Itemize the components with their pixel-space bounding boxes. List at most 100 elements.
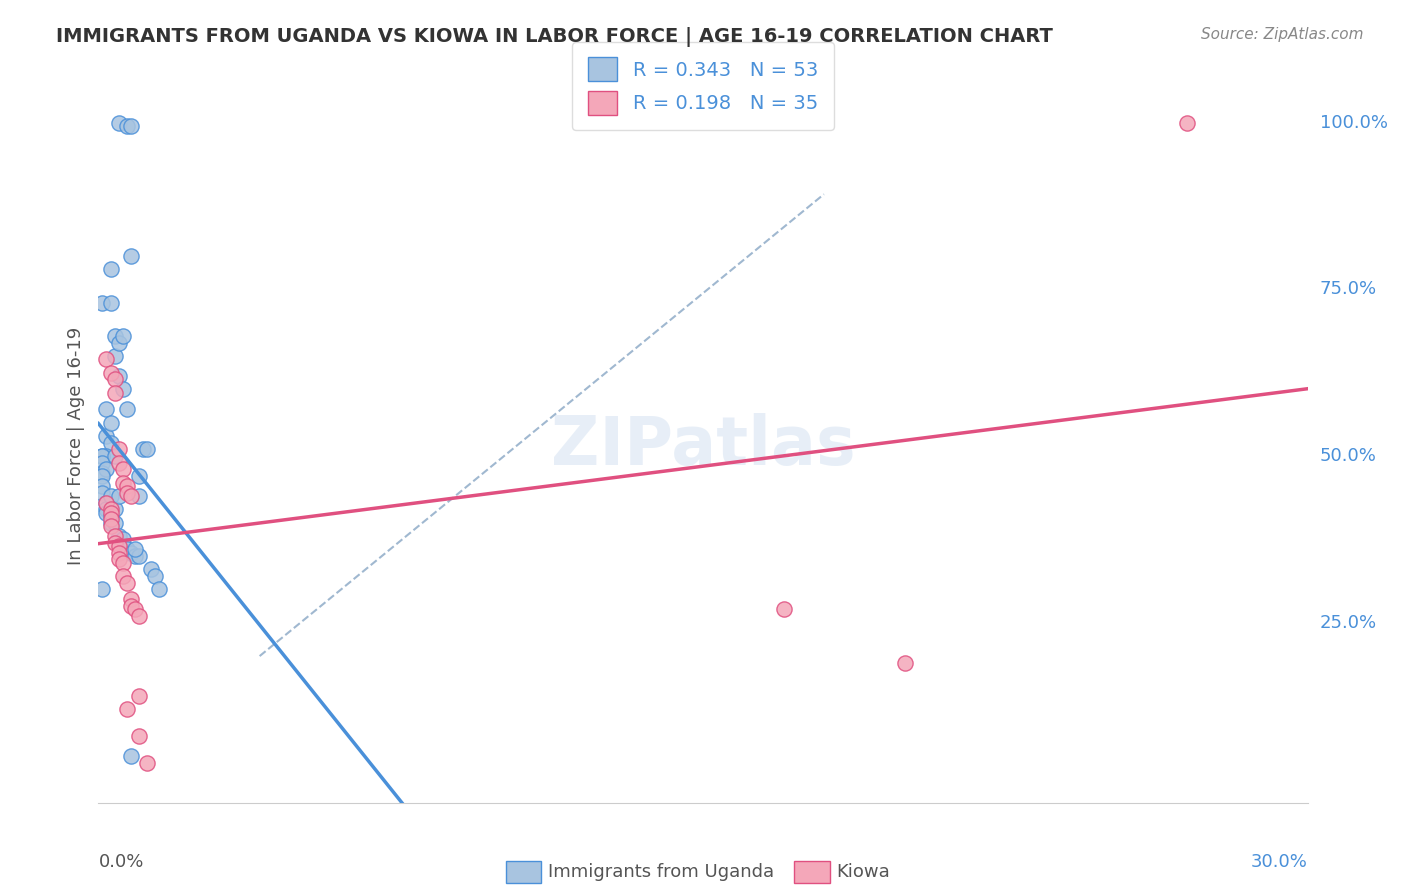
Point [120,249,142,263]
Point [148,582,170,597]
Point [100,509,122,524]
Legend: R = 0.343   N = 53, R = 0.198   N = 35: R = 0.343 N = 53, R = 0.198 N = 35 [572,42,834,130]
Text: 25.0%: 25.0% [1320,614,1376,632]
Point [128,489,150,503]
Point [120,599,142,613]
Point [893,656,915,670]
Point [103,329,125,343]
Point [100,435,122,450]
Point [111,475,134,490]
Point [120,119,142,133]
Text: Kiowa: Kiowa [837,863,890,881]
Point [115,542,138,557]
Point [107,335,129,350]
Point [103,449,125,463]
Point [128,469,150,483]
Point [103,516,125,530]
Point [111,533,134,547]
Text: Immigrants from Uganda: Immigrants from Uganda [548,863,775,881]
Text: 30.0%: 30.0% [1251,853,1308,871]
Point [115,702,138,716]
Point [120,489,142,503]
Point [128,689,150,703]
Point [128,549,150,563]
Point [1175,115,1198,129]
Point [115,485,138,500]
Text: IMMIGRANTS FROM UGANDA VS KIOWA IN LABOR FORCE | AGE 16-19 CORRELATION CHART: IMMIGRANTS FROM UGANDA VS KIOWA IN LABOR… [56,27,1053,46]
Point [100,416,122,430]
Text: 100.0%: 100.0% [1320,113,1388,131]
Text: Source: ZipAtlas.com: Source: ZipAtlas.com [1201,27,1364,42]
Point [96,352,118,367]
Text: 0.0%: 0.0% [98,853,143,871]
Point [91,485,114,500]
Point [91,582,114,597]
Point [107,368,129,383]
Point [128,729,150,743]
Point [100,516,122,530]
Point [100,366,122,380]
Text: ZIPatlas: ZIPatlas [551,413,855,479]
Point [96,449,118,463]
Point [91,295,114,310]
Y-axis label: In Labor Force | Age 16-19: In Labor Force | Age 16-19 [66,326,84,566]
Point [128,609,150,624]
Point [103,529,125,543]
Point [143,569,166,583]
Point [115,575,138,590]
Point [120,546,142,560]
Point [91,449,114,463]
Point [96,496,118,510]
Point [96,462,118,476]
Point [107,539,129,553]
Point [103,535,125,549]
Point [111,382,134,396]
Point [107,115,129,129]
Point [139,562,162,576]
Point [135,756,157,770]
Point [111,329,134,343]
Point [120,592,142,607]
Point [100,295,122,310]
Point [100,512,122,526]
Point [107,546,129,560]
Point [91,456,114,470]
Point [111,556,134,570]
Point [772,602,794,616]
Point [103,349,125,363]
Point [100,506,122,520]
Point [111,569,134,583]
Point [96,429,118,443]
Point [107,552,129,566]
Point [100,262,122,277]
Point [124,549,146,563]
Point [103,502,125,516]
Point [115,479,138,493]
Point [91,469,114,483]
Point [103,372,125,386]
Point [107,489,129,503]
Point [124,602,146,616]
Point [96,502,118,516]
Point [96,506,118,520]
Point [124,542,146,557]
Text: 50.0%: 50.0% [1320,447,1376,465]
Text: 75.0%: 75.0% [1320,280,1376,298]
Point [100,519,122,533]
Point [107,529,129,543]
Point [91,466,114,480]
Point [91,449,114,463]
Point [111,462,134,476]
Point [120,749,142,764]
Point [91,479,114,493]
Point [96,402,118,417]
Point [132,442,155,457]
Point [100,489,122,503]
Point [115,402,138,417]
Point [135,442,157,457]
Point [107,456,129,470]
Point [107,442,129,457]
Point [96,496,118,510]
Point [103,385,125,400]
Point [115,119,138,133]
